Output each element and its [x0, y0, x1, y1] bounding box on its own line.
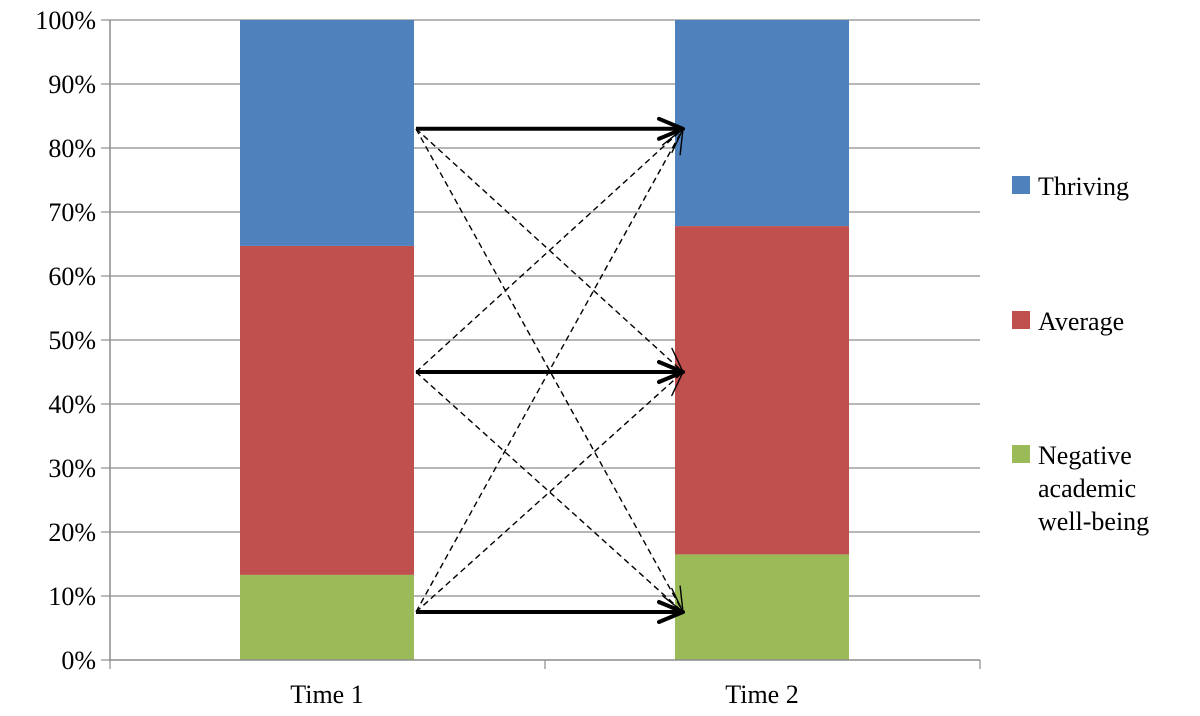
x-tick-label: Time 2	[725, 680, 798, 709]
arrow-head	[657, 371, 684, 397]
y-tick-labels: 0% 10% 20% 30% 40% 50% 60% 70% 80% 90% 100%	[35, 6, 96, 675]
arrow-head	[657, 600, 685, 624]
y-tick-label: 70%	[48, 198, 96, 227]
y-tick-label: 80%	[48, 134, 96, 163]
y-tick-label: 60%	[48, 262, 96, 291]
bar-segment	[240, 20, 414, 246]
legend-label: Negative academic well-being	[1038, 441, 1149, 536]
bar-segment	[675, 554, 849, 660]
legend-label: Thriving	[1038, 172, 1129, 201]
x-tick-label: Time 1	[290, 680, 363, 709]
y-tick-label: 90%	[48, 70, 96, 99]
legend-swatch	[1012, 445, 1030, 463]
y-tick-label: 100%	[35, 6, 96, 35]
transition-arrows	[415, 116, 685, 624]
bar-segment	[240, 245, 414, 575]
legend: Thriving Average Negative academic well-bein…	[1012, 172, 1149, 536]
legend-swatch	[1012, 176, 1030, 194]
y-tick-label: 20%	[48, 518, 96, 547]
y-tick-label: 50%	[48, 326, 96, 355]
change-transition-arrow	[415, 128, 684, 373]
bar-segment	[675, 226, 849, 555]
y-tick-label: 0%	[61, 646, 96, 675]
x-tick-labels: Time 1 Time 2	[290, 680, 798, 709]
legend-swatch	[1012, 311, 1030, 329]
bar-segment	[240, 574, 414, 660]
legend-label: Average	[1038, 307, 1124, 336]
axes	[101, 19, 981, 669]
change-transition-arrow	[415, 128, 684, 613]
y-tick-label: 40%	[48, 390, 96, 419]
y-tick-label: 30%	[48, 454, 96, 483]
bars	[240, 20, 849, 660]
change-transition-arrow	[415, 128, 684, 613]
arrow-head	[661, 128, 684, 156]
bar-segment	[675, 20, 849, 227]
y-tick-label: 10%	[48, 582, 96, 611]
